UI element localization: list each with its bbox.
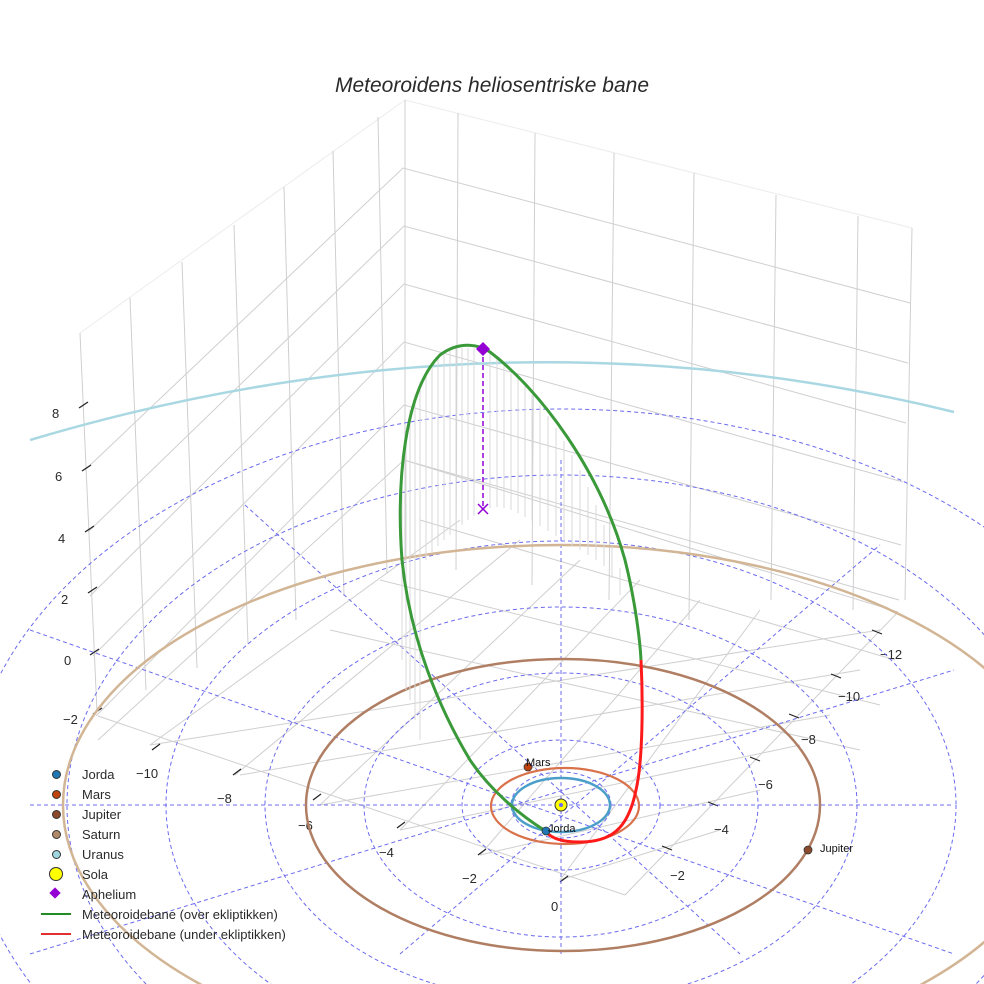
y-tick-label: −4 (714, 822, 729, 837)
uranus-dot-icon (52, 850, 61, 859)
legend-label: Jupiter (82, 806, 122, 822)
mars-dot-icon (52, 790, 61, 799)
earth-dot-icon (52, 770, 61, 779)
legend-label: Mars (82, 786, 111, 802)
y-tick-label: −2 (670, 868, 685, 883)
x-tick-label: −2 (462, 871, 477, 886)
jupiter-dot-icon (52, 810, 61, 819)
legend-item-uranus[interactable]: Uranus (38, 844, 286, 864)
earth-marker[interactable] (541, 826, 551, 836)
box-grid (79, 99, 913, 896)
z-axis-labels: 8 6 4 2 0 −2 (52, 406, 78, 727)
legend-item-trajectory-above[interactable]: Meteoroidebane (over ekliptikken) (38, 904, 286, 924)
mars-orbit (489, 766, 641, 846)
y-tick-label: −12 (880, 647, 902, 662)
legend-label: Uranus (82, 846, 124, 862)
aphelion-projection-x-icon (477, 503, 489, 515)
legend-label: Jorda (82, 766, 115, 782)
legend-item-jorda[interactable]: Jorda (38, 764, 286, 784)
x-tick-label: −4 (379, 845, 394, 860)
x-tick-label: −10 (136, 766, 158, 781)
legend-label: Meteoroidebane (over ekliptikken) (82, 906, 278, 922)
sun-dot-icon (49, 867, 63, 881)
trajectory-above-ecliptic (398, 343, 643, 832)
y-tick-label: −8 (801, 732, 816, 747)
uranus-orbit (29, 360, 955, 442)
diamond-icon (49, 887, 61, 899)
legend-label: Aphelium (82, 886, 137, 902)
jupiter-marker[interactable] (803, 845, 813, 855)
chart-title: Meteoroidens heliosentriske bane (334, 74, 650, 97)
legend: Jorda Mars Jupiter Saturn Uranus Sola Ap… (38, 764, 286, 944)
legend-item-trajectory-below[interactable]: Meteoroidebane (under ekliptikken) (38, 924, 286, 944)
mars-marker[interactable] (523, 762, 533, 772)
trajectory-below-ecliptic (544, 659, 644, 844)
drop-lines (401, 348, 621, 740)
legend-label: Saturn (82, 826, 121, 842)
z-tick-label: 4 (58, 531, 65, 546)
sun-center-dot (559, 803, 563, 807)
legend-item-saturn[interactable]: Saturn (38, 824, 286, 844)
z-tick-label: −2 (63, 712, 78, 727)
saturn-orbit (61, 543, 984, 984)
red-line-icon (41, 933, 71, 935)
saturn-dot-icon (52, 830, 61, 839)
legend-item-jupiter[interactable]: Jupiter (38, 804, 286, 824)
ecliptic-polar-grid (0, 408, 984, 984)
z-tick-label: 6 (55, 469, 62, 484)
legend-item-sola[interactable]: Sola (38, 864, 286, 884)
mars-label: Mars (526, 757, 551, 769)
z-tick-label: 2 (61, 592, 68, 607)
z-tick-label: 8 (52, 406, 59, 421)
legend-item-aphelium[interactable]: Aphelium (38, 884, 286, 904)
legend-label: Meteoroidebane (under ekliptikken) (82, 926, 286, 942)
legend-item-mars[interactable]: Mars (38, 784, 286, 804)
green-line-icon (41, 913, 71, 915)
z-tick-label: 0 (64, 653, 71, 668)
legend-label: Sola (82, 866, 109, 882)
aphelion-diamond-icon[interactable] (476, 342, 490, 356)
x-tick-label: −8 (217, 791, 232, 806)
jupiter-label: Jupiter (820, 843, 853, 855)
x-tick-label: 0 (551, 899, 558, 914)
earth-label: Jorda (548, 823, 576, 835)
jupiter-orbit (304, 657, 822, 953)
y-tick-label: −6 (758, 777, 773, 792)
